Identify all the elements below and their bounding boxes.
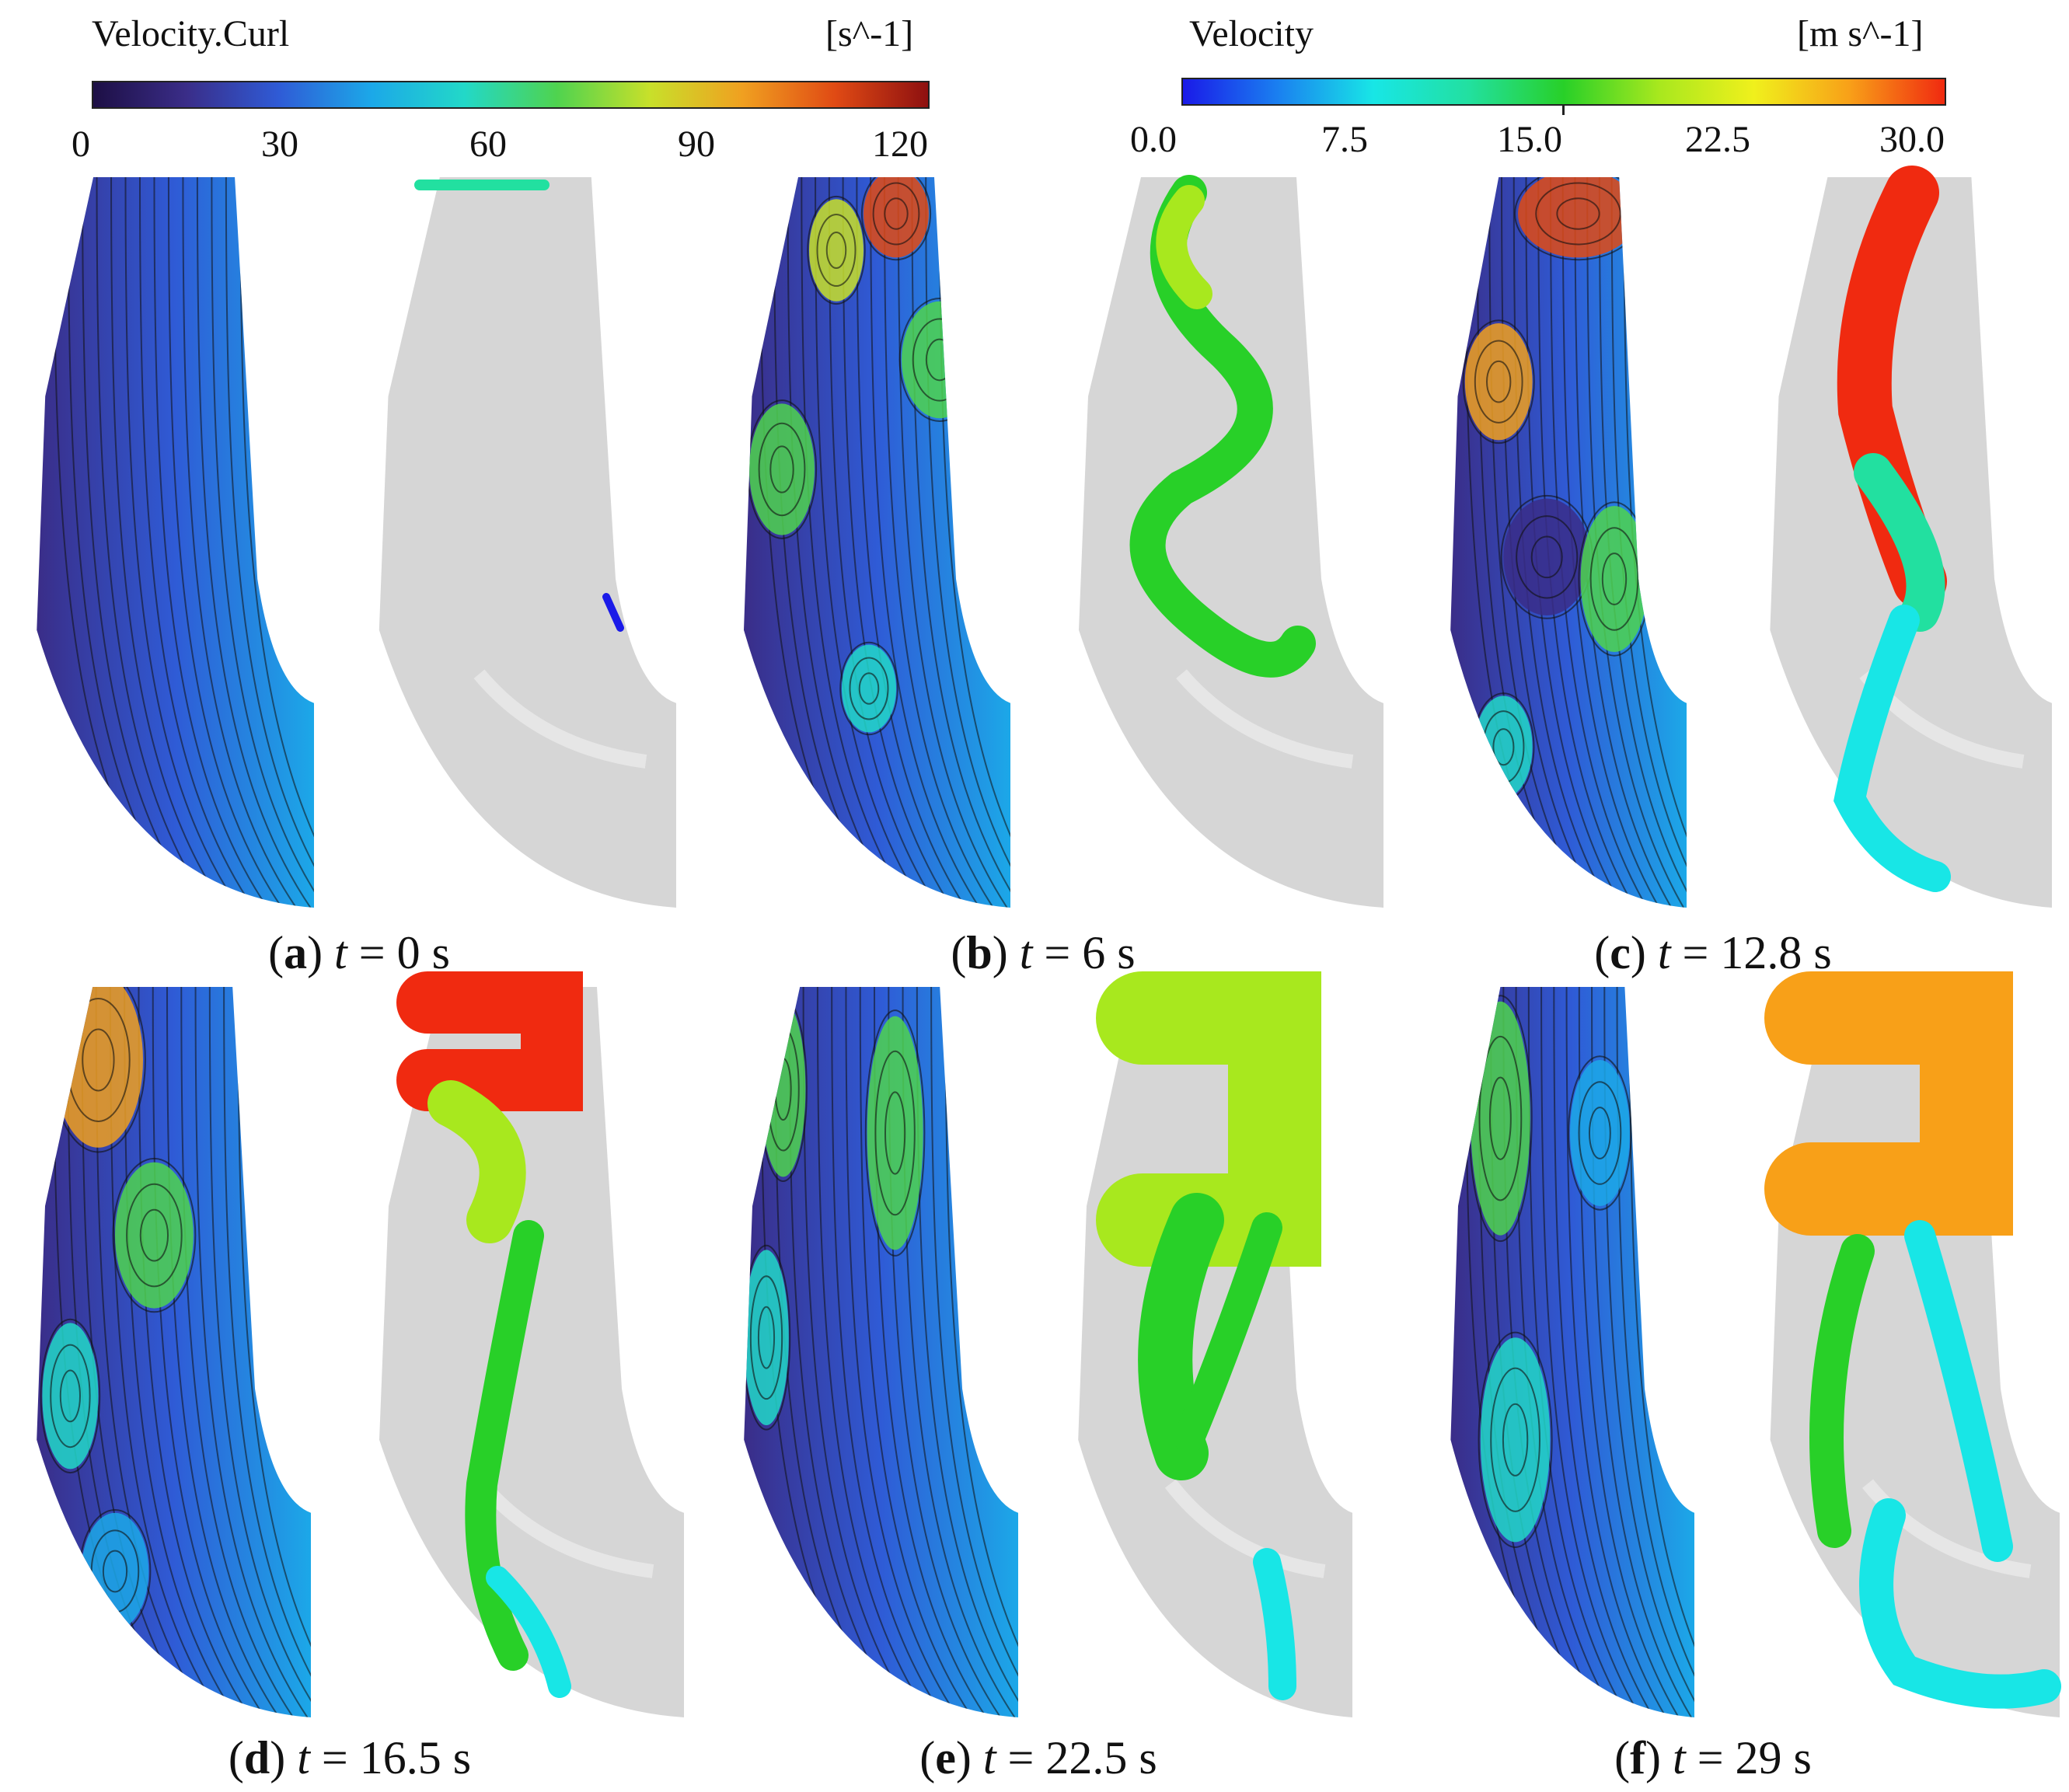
- velocity-colorbar: [1181, 78, 1946, 106]
- caption-d: (d) t = 16.5 s: [228, 1732, 472, 1783]
- curl-tick-0: 0: [72, 124, 90, 165]
- velocity-tick-4: 30.0: [1879, 119, 1945, 160]
- velocity-tick-1: 7.5: [1321, 119, 1368, 160]
- contour-panel-c: [1450, 177, 1687, 908]
- caption-a: (a) t = 0 s: [268, 927, 450, 978]
- isosurface-panel-f: [1764, 971, 2061, 1717]
- curl-tick-4: 120: [872, 124, 928, 165]
- curl-tick-3: 90: [678, 124, 715, 165]
- velocity-tick-3: 22.5: [1685, 119, 1750, 160]
- caption-e: (e) t = 22.5 s: [919, 1732, 1157, 1783]
- isosurface-panel-c: [1770, 166, 2052, 908]
- velocity-colorbar-title: Velocity: [1189, 13, 1314, 54]
- caption-f: (f) t = 29 s: [1614, 1732, 1812, 1783]
- contour-panel-b: [744, 177, 1010, 908]
- isosurface-panel-e: [1078, 971, 1352, 1717]
- caption-c: (c) t = 12.8 s: [1594, 927, 1832, 978]
- velocity-tick-0: 0.0: [1130, 119, 1177, 160]
- isosurface-panel-a: [379, 177, 676, 908]
- curl-tick-1: 30: [261, 124, 298, 165]
- curl-colorbar-title: Velocity.Curl: [92, 13, 290, 54]
- curl-tick-2: 60: [469, 124, 507, 165]
- contour-panel-a: [37, 177, 315, 908]
- velocity-colorbar-unit: [m s^-1]: [1797, 13, 1924, 54]
- contour-panel-d: [37, 987, 311, 1717]
- contour-panel-f: [1450, 987, 1695, 1717]
- caption-b: (b) t = 6 s: [951, 927, 1136, 978]
- isosurface-panel-d: [379, 971, 684, 1717]
- contour-panel-e: [744, 987, 1018, 1717]
- velocity-colorbar-tick-mark: [1562, 104, 1565, 115]
- curl-colorbar-unit: [s^-1]: [825, 13, 914, 54]
- velocity-tick-2: 15.0: [1497, 119, 1562, 160]
- curl-colorbar: [92, 81, 930, 109]
- isosurface-panel-b: [1079, 175, 1383, 908]
